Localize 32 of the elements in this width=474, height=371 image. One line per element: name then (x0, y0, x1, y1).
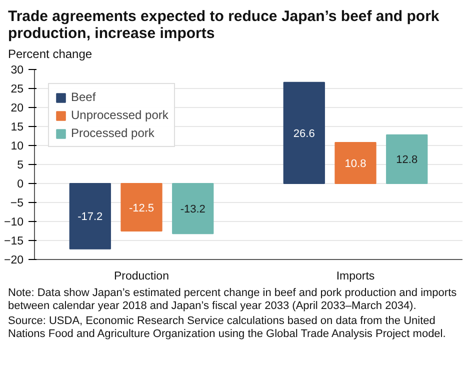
bar (283, 82, 325, 184)
y-tick-label: 5 (17, 160, 24, 172)
bar (172, 183, 214, 234)
data-label: -13.2 (180, 204, 206, 216)
legend-label: Beef (71, 90, 96, 104)
x-tick-label: Imports (336, 270, 375, 283)
data-label: 12.8 (396, 154, 418, 166)
y-tick-label: 10 (10, 140, 24, 153)
bar (69, 183, 111, 250)
y-axis-title: Percent change (8, 46, 92, 63)
bar (386, 134, 428, 184)
y-tick-label: −15 (4, 236, 24, 248)
source-note: Source: USDA, Economic Research Service calculations based on data from the United Nations Food and Agriculture Organization using the Global Trade Analysis Project model. (8, 315, 447, 342)
chart-title: Trade agreements expected to reduce Japan’s beef and pork production, increase imports (8, 8, 440, 42)
y-tick-label: 20 (10, 102, 24, 115)
y-tick-label: 0 (17, 178, 24, 191)
data-label: 10.8 (344, 158, 366, 170)
bar (334, 142, 376, 184)
data-label: -12.5 (128, 202, 154, 214)
legend-label: Unprocessed pork (71, 108, 168, 122)
y-tick-label: −20 (4, 254, 24, 267)
y-tick-label: 25 (10, 84, 24, 96)
legend-label: Processed pork (71, 126, 154, 140)
x-tick-label: Production (114, 270, 169, 283)
text: Note: Data show Japan’s estimated percent change in beef and pork production and imports between calendar year 2018 and Japan’s fiscal year 2033 (April 2033–March 2034). (8, 287, 458, 314)
data-label: 26.6 (293, 128, 315, 140)
y-tick-label: 30 (10, 64, 24, 77)
y-tick-label: 15 (10, 122, 24, 134)
y-tick-label: −10 (4, 216, 24, 229)
bar (120, 183, 162, 232)
data-label: -17.2 (78, 211, 103, 224)
y-tick-label: −5 (10, 198, 24, 210)
